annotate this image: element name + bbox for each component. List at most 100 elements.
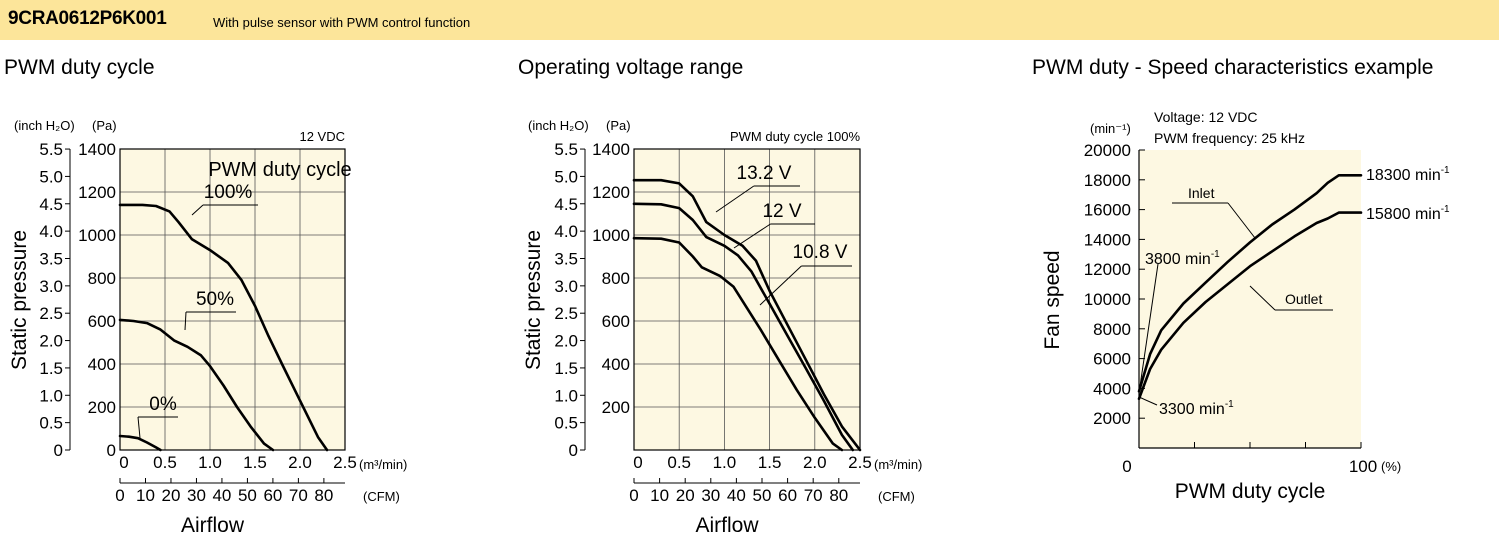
chart1-y2-tick-label: 4.0 — [39, 222, 63, 241]
chart1-cfm-tick-label: 50 — [238, 486, 257, 505]
chart2-y2-tick-label: 3.5 — [554, 249, 578, 268]
chart2-y-tick-label: 600 — [602, 312, 630, 331]
chart3-note-frequency: PWM frequency: 25 kHz — [1154, 130, 1305, 146]
chart1-leader-line — [184, 311, 187, 331]
chart1-y2-tick-label: 1.5 — [39, 359, 63, 378]
chart2-y2-tick-label: 2.5 — [554, 304, 578, 323]
chart2-y-unit-pa: (Pa) — [606, 118, 631, 133]
chart1-cfm-tick-label: 80 — [314, 486, 333, 505]
chart2-cfm-tick-label: 0 — [629, 486, 638, 505]
chart3-annotation-min-start-inlet: 3800 min-1 — [1145, 249, 1220, 268]
chart2-cfm-unit: (CFM) — [878, 489, 915, 504]
chart2-frame — [633, 148, 861, 451]
chart2-cfm-tick-label: 20 — [676, 486, 695, 505]
chart2-x-tick-label: 2.0 — [803, 453, 827, 472]
chart2-y2-tick-label: 0.5 — [554, 414, 578, 433]
chart2-y2-tick-label: 5.0 — [554, 167, 578, 186]
chart2-y2-tick-label: 1.0 — [554, 386, 578, 405]
chart2-y-tick-label: 800 — [602, 269, 630, 288]
chart1-y2-tick-label: 2.0 — [39, 332, 63, 351]
chart1-x-unit: (m³/min) — [359, 457, 407, 472]
chart3-y-tick-label: 6000 — [1093, 350, 1131, 369]
chart3-leader-line — [1138, 263, 1159, 394]
chart1-leader-line — [137, 416, 141, 439]
chart3-annotation-max-inlet: 18300 min-1 — [1366, 165, 1450, 184]
chart2-x-tick-label: 1.0 — [713, 453, 737, 472]
chart3-leader-line — [1138, 396, 1158, 406]
chart1-cfm-tick-label: 10 — [136, 486, 155, 505]
chart1-cfm-tick-label: 70 — [289, 486, 308, 505]
chart2-y2-tick-label: 5.5 — [554, 140, 578, 159]
chart2-y-tick-label: 1200 — [592, 183, 630, 202]
chart3-xlabel: PWM duty cycle — [1175, 480, 1326, 503]
chart2-series-label: 10.8 V — [793, 242, 848, 263]
chart3-title: PWM duty - Speed characteristics example — [1032, 56, 1434, 79]
chart3-series-line-outlet — [1137, 211, 1363, 401]
header-banner: 9CRA0612P6K001 With pulse sensor with PW… — [0, 0, 1499, 40]
chart1-y2-tick-label: 3.0 — [39, 277, 63, 296]
chart2-series-label: 13.2 V — [737, 163, 792, 184]
chart1-series-line-0 — [118, 434, 162, 452]
chart1-x-tick-label: 1.0 — [198, 453, 222, 472]
chart3-y-tick-label: 12000 — [1084, 260, 1131, 279]
chart1-note: 12 VDC — [299, 129, 345, 144]
chart1-cfm-tick-label: 30 — [187, 486, 206, 505]
chart1-y2-tick-label: 0 — [54, 441, 63, 460]
chart2-x-tick-label: 1.5 — [758, 453, 782, 472]
chart1-y2-tick-label: 5.0 — [39, 167, 63, 186]
chart2-y2-tick-label: 3.0 — [554, 277, 578, 296]
chart2-xlabel: Airflow — [695, 514, 759, 537]
chart1-y-tick-label: 1400 — [78, 140, 116, 159]
chart1-ylabel: Static pressure — [8, 230, 31, 370]
chart2-cfm-tick-label: 50 — [753, 486, 772, 505]
chart1-series-line-100 — [118, 203, 329, 452]
chart1-y-tick-label: 400 — [88, 355, 116, 374]
chart1-y2-tick-label: 0.5 — [39, 414, 63, 433]
chart1-y-tick-label: 800 — [88, 269, 116, 288]
chart2-cfm-tick-label: 70 — [804, 486, 823, 505]
chart3-y-tick-label: 18000 — [1084, 171, 1131, 190]
chart2-series-label: 12 V — [762, 201, 801, 222]
chart2-cfm-tick-label: 10 — [650, 486, 669, 505]
chart1-y-tick-label: 1000 — [78, 226, 116, 245]
chart1-series-label: 50% — [196, 289, 234, 310]
chart1-y-tick-label: 600 — [88, 312, 116, 331]
chart2-series-line-132V — [632, 178, 862, 452]
chart1-y2-tick-label: 1.0 — [39, 386, 63, 405]
chart3-x-unit: (%) — [1381, 459, 1401, 474]
chart1-x-tick-label: 2.5 — [333, 453, 357, 472]
chart2-x-tick-label: 2.5 — [848, 453, 872, 472]
chart3-leader-line — [1249, 285, 1276, 311]
chart1-x-tick-label: 0 — [119, 453, 128, 472]
chart2-ylabel: Static pressure — [522, 230, 545, 370]
chart1-y2-tick-label: 3.5 — [39, 249, 63, 268]
chart2-y2-tick-label: 1.5 — [554, 359, 578, 378]
chart3-ylabel: Fan speed — [1041, 250, 1064, 349]
chart2-y2-tick-label: 4.0 — [554, 222, 578, 241]
chart2-x-tick-label: 0.5 — [667, 453, 691, 472]
model-description: With pulse sensor with PWM control funct… — [213, 15, 471, 30]
model-number: 9CRA0612P6K001 — [8, 8, 167, 29]
chart2-x-unit: (m³/min) — [874, 457, 922, 472]
chart1-y-tick-label: 1200 — [78, 183, 116, 202]
chart1-x-tick-label: 0.5 — [153, 453, 177, 472]
chart1-title: PWM duty cycle — [4, 56, 155, 79]
chart2-cfm-tick-label: 80 — [829, 486, 848, 505]
chart3-y-tick-label: 20000 — [1084, 141, 1131, 160]
chart1-y-unit-pa: (Pa) — [92, 118, 117, 133]
chart1-y-unit-inch: (inch H₂O) — [14, 118, 75, 133]
chart2-series-line-12V — [632, 202, 855, 452]
chart3-note-voltage: Voltage: 12 VDC — [1154, 109, 1258, 125]
chart3-y-tick-label: 2000 — [1093, 409, 1131, 428]
chart1-series-label: 100% — [204, 182, 253, 203]
chart3-x-tick-label: 100 — [1349, 457, 1377, 476]
chart2-cfm-tick-label: 40 — [727, 486, 746, 505]
chart2-leader-line — [715, 185, 755, 213]
chart2-y-unit-inch: (inch H₂O) — [528, 118, 589, 133]
chart1-cfm-tick-label: 40 — [212, 486, 231, 505]
chart1-frame — [119, 148, 346, 451]
chart3-annotation-max-outlet: 15800 min-1 — [1366, 204, 1450, 223]
chart1-y2-tick-label: 4.5 — [39, 195, 63, 214]
chart2-cfm-tick-label: 60 — [778, 486, 797, 505]
chart3-series-label: Outlet — [1285, 291, 1322, 307]
